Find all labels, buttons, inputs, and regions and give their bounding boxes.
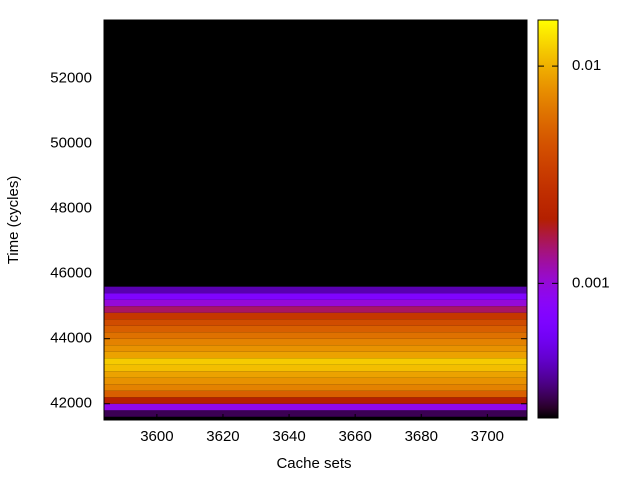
x-tick-label: 3640 bbox=[272, 428, 305, 445]
heat-cell bbox=[104, 410, 527, 417]
heat-cell bbox=[104, 377, 527, 385]
y-tick-label: 48000 bbox=[50, 200, 92, 217]
heat-cell bbox=[104, 299, 527, 307]
colorbar-tick-label: 0.001 bbox=[572, 274, 610, 291]
heat-cell bbox=[104, 306, 527, 313]
heat-cell bbox=[104, 390, 527, 398]
y-tick-label: 44000 bbox=[50, 330, 92, 347]
x-tick-label: 3700 bbox=[471, 428, 504, 445]
colorbar bbox=[537, 19, 559, 419]
y-tick-label: 42000 bbox=[50, 395, 92, 412]
y-axis-label: Time (cycles) bbox=[5, 176, 22, 265]
heat-cell bbox=[104, 319, 527, 326]
x-tick-label: 3660 bbox=[338, 428, 371, 445]
heat-cell bbox=[104, 384, 527, 391]
x-tick-label: 3620 bbox=[206, 428, 239, 445]
y-tick-label: 52000 bbox=[50, 70, 92, 87]
x-tick-label: 3680 bbox=[405, 428, 438, 445]
x-tick-label: 3600 bbox=[140, 428, 173, 445]
heat-cell bbox=[104, 325, 527, 333]
heat-cell bbox=[104, 286, 527, 294]
colorbar-tick-label: 0.01 bbox=[572, 57, 601, 74]
heat-cell bbox=[104, 332, 527, 339]
heat-cell bbox=[104, 345, 527, 352]
y-tick-label: 50000 bbox=[50, 135, 92, 152]
plot-frame bbox=[103, 19, 528, 421]
x-axis-label: Cache sets bbox=[276, 455, 351, 472]
heat-cell bbox=[104, 351, 527, 359]
heat-cell bbox=[104, 397, 527, 404]
heat-cell bbox=[104, 364, 527, 372]
heat-cell bbox=[104, 312, 527, 320]
heat-cell bbox=[104, 403, 527, 411]
heat-cell bbox=[104, 338, 527, 346]
heat-cell bbox=[104, 371, 527, 378]
heat-cell bbox=[104, 293, 527, 300]
y-tick-label: 46000 bbox=[50, 265, 92, 282]
heat-cell bbox=[104, 358, 527, 365]
